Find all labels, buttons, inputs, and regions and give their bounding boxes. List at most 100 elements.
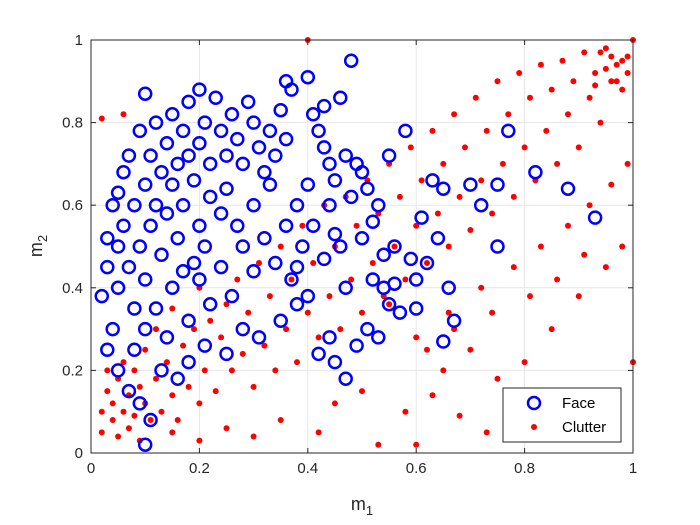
clutter-point (131, 367, 138, 374)
face-point (148, 301, 164, 316)
face-point (403, 251, 419, 267)
clutter-point (163, 359, 170, 366)
face-point (132, 123, 148, 139)
face-point (137, 177, 153, 192)
clutter-point (613, 61, 620, 68)
face-point (371, 197, 386, 213)
tick-layer: 0 0.2 0.4 0.6 0.8 1 0 0.2 0.4 0.6 0.8 1 (62, 32, 637, 477)
clutter-point (261, 342, 268, 349)
face-point (165, 280, 180, 296)
y-tick-label: 1 (75, 32, 83, 49)
clutter-point (494, 78, 501, 85)
face-point (192, 82, 207, 97)
face-point (148, 115, 164, 130)
face-point (137, 437, 153, 452)
face-point (365, 272, 381, 287)
clutter-point (424, 346, 430, 353)
clutter-point (472, 94, 479, 101)
clutter-point (565, 222, 571, 229)
face-point (327, 226, 343, 242)
face-point (322, 330, 337, 345)
face-point (181, 148, 196, 163)
face-point (300, 69, 316, 85)
clutter-point (147, 417, 154, 423)
clutter-point (456, 193, 463, 200)
clutter-point (597, 49, 604, 56)
x-tick-label: 0.4 (297, 460, 318, 477)
face-point (436, 334, 451, 349)
clutter-point (586, 94, 593, 101)
clutter-point (424, 260, 430, 266)
clutter-point (624, 53, 631, 60)
face-point (110, 280, 126, 296)
clutter-point (613, 78, 620, 85)
clutter-point (608, 181, 615, 188)
face-point (408, 301, 424, 316)
face-point (202, 297, 218, 312)
face-point (268, 148, 283, 163)
clutter-point (565, 111, 571, 118)
face-point (305, 218, 321, 234)
face-point (159, 330, 175, 345)
clutter-point (109, 400, 116, 407)
face-point (240, 94, 256, 110)
face-point (327, 354, 343, 370)
clutter-point (207, 317, 214, 324)
clutter-point (413, 222, 420, 229)
face-point (414, 210, 429, 225)
face-point (137, 321, 153, 337)
clutter-point (537, 243, 544, 250)
face-point (316, 140, 332, 155)
face-point (105, 321, 120, 337)
legend-clutter-label: Clutter (562, 419, 606, 436)
face-point (425, 173, 440, 188)
face-point (262, 177, 278, 192)
clutter-point (478, 284, 485, 291)
face-point (251, 330, 267, 345)
clutter-point (277, 417, 284, 423)
face-point (208, 90, 223, 106)
clutter-point (440, 160, 447, 167)
clutter-point (489, 210, 496, 217)
face-point (154, 363, 169, 378)
clutter-point (288, 276, 295, 283)
clutter-point (104, 388, 111, 395)
clutter-point (429, 392, 436, 399)
clutter-point (396, 193, 403, 200)
face-point (441, 280, 456, 296)
clutter-point (527, 293, 533, 300)
clutter-point (413, 334, 420, 341)
face-point (121, 259, 137, 275)
face-point (213, 123, 229, 139)
face-point (262, 123, 278, 139)
clutter-point (201, 367, 208, 374)
face-point (349, 338, 364, 353)
face-point (376, 247, 391, 263)
clutter-point (180, 342, 187, 349)
face-point (175, 123, 191, 139)
face-point (360, 181, 375, 196)
clutter-point (169, 392, 176, 399)
face-point (116, 218, 131, 234)
clutter-point (250, 433, 257, 440)
clutter-point (586, 202, 593, 209)
face-point (186, 173, 202, 188)
x-tick-label: 1 (629, 460, 637, 477)
face-point (192, 218, 207, 234)
legend-box (502, 387, 622, 443)
legend: Face Clutter (502, 387, 622, 443)
face-point (322, 156, 337, 172)
face-point (501, 123, 516, 139)
face-point (246, 115, 261, 130)
clutter-point (402, 276, 409, 283)
face-point (219, 148, 234, 163)
y-tick-label: 0.8 (62, 115, 83, 132)
y-tick-label: 0 (75, 445, 83, 462)
clutter-point (337, 326, 344, 333)
face-point (305, 107, 321, 122)
clutter-point (602, 264, 609, 271)
face-point (192, 136, 207, 151)
clutter-point (174, 417, 181, 423)
clutter-point (510, 193, 517, 200)
clutter-point (597, 119, 604, 126)
